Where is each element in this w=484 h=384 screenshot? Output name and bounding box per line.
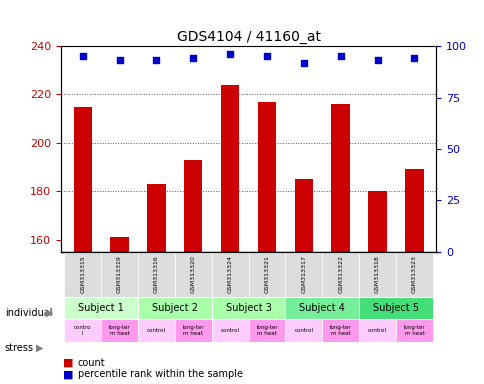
- Bar: [395, 252, 432, 297]
- Bar: [175, 319, 212, 342]
- Text: ▶: ▶: [36, 343, 44, 353]
- Text: long-ter
m heat: long-ter m heat: [108, 325, 130, 336]
- Text: Subject 4: Subject 4: [299, 303, 345, 313]
- Text: percentile rank within the sample: percentile rank within the sample: [77, 369, 242, 379]
- Bar: [101, 319, 138, 342]
- Text: GSM313318: GSM313318: [374, 255, 379, 293]
- Bar: [64, 319, 101, 342]
- Text: stress: stress: [5, 343, 34, 353]
- Bar: [331, 104, 349, 252]
- Text: control: control: [220, 328, 239, 333]
- Bar: [138, 319, 175, 342]
- Text: control: control: [147, 328, 166, 333]
- Bar: [248, 252, 285, 297]
- Point: [262, 53, 270, 60]
- Point: [189, 55, 197, 61]
- Bar: [64, 297, 138, 319]
- Bar: [138, 297, 212, 319]
- Bar: [212, 252, 248, 297]
- Bar: [321, 319, 358, 342]
- Text: GSM313320: GSM313320: [190, 255, 196, 293]
- Bar: [257, 102, 275, 252]
- Point: [116, 57, 123, 63]
- Text: long-ter
m heat: long-ter m heat: [403, 325, 424, 336]
- Bar: [101, 252, 138, 297]
- Text: Subject 5: Subject 5: [372, 303, 418, 313]
- Text: contro
l: contro l: [74, 325, 91, 336]
- Point: [336, 53, 344, 60]
- Bar: [358, 297, 432, 319]
- Bar: [248, 319, 285, 342]
- Text: Subject 1: Subject 1: [78, 303, 124, 313]
- Text: GSM313315: GSM313315: [80, 255, 85, 293]
- Point: [79, 53, 87, 60]
- Bar: [175, 252, 212, 297]
- Point: [226, 51, 234, 57]
- Bar: [184, 160, 202, 252]
- Text: control: control: [367, 328, 386, 333]
- Text: individual: individual: [5, 308, 52, 318]
- Text: Subject 3: Subject 3: [225, 303, 271, 313]
- Bar: [358, 252, 395, 297]
- Bar: [212, 297, 285, 319]
- Text: GSM313316: GSM313316: [153, 255, 159, 293]
- Text: ■: ■: [63, 369, 74, 379]
- Bar: [285, 252, 321, 297]
- Text: GSM313323: GSM313323: [411, 255, 416, 293]
- Text: ▶: ▶: [46, 308, 53, 318]
- Text: GSM313322: GSM313322: [337, 255, 343, 293]
- Bar: [294, 179, 312, 252]
- Text: long-ter
m heat: long-ter m heat: [182, 325, 204, 336]
- Bar: [395, 319, 432, 342]
- Bar: [367, 191, 386, 252]
- Point: [299, 60, 307, 66]
- Point: [373, 57, 380, 63]
- Bar: [138, 252, 175, 297]
- Point: [152, 57, 160, 63]
- Bar: [110, 237, 129, 252]
- Bar: [321, 252, 358, 297]
- Text: control: control: [294, 328, 313, 333]
- Text: long-ter
m heat: long-ter m heat: [329, 325, 351, 336]
- Bar: [285, 319, 321, 342]
- Bar: [358, 319, 395, 342]
- Bar: [64, 252, 101, 297]
- Bar: [404, 169, 423, 252]
- Bar: [74, 107, 92, 252]
- Text: ■: ■: [63, 358, 74, 368]
- Text: GSM313324: GSM313324: [227, 255, 232, 293]
- Text: Subject 2: Subject 2: [151, 303, 197, 313]
- Bar: [147, 184, 166, 252]
- Point: [409, 55, 417, 61]
- Bar: [221, 85, 239, 252]
- Bar: [285, 297, 358, 319]
- Bar: [212, 319, 248, 342]
- Text: GSM313319: GSM313319: [117, 255, 122, 293]
- Title: GDS4104 / 41160_at: GDS4104 / 41160_at: [176, 30, 320, 44]
- Text: count: count: [77, 358, 105, 368]
- Text: GSM313321: GSM313321: [264, 255, 269, 293]
- Text: long-ter
m heat: long-ter m heat: [256, 325, 277, 336]
- Text: GSM313317: GSM313317: [301, 255, 306, 293]
